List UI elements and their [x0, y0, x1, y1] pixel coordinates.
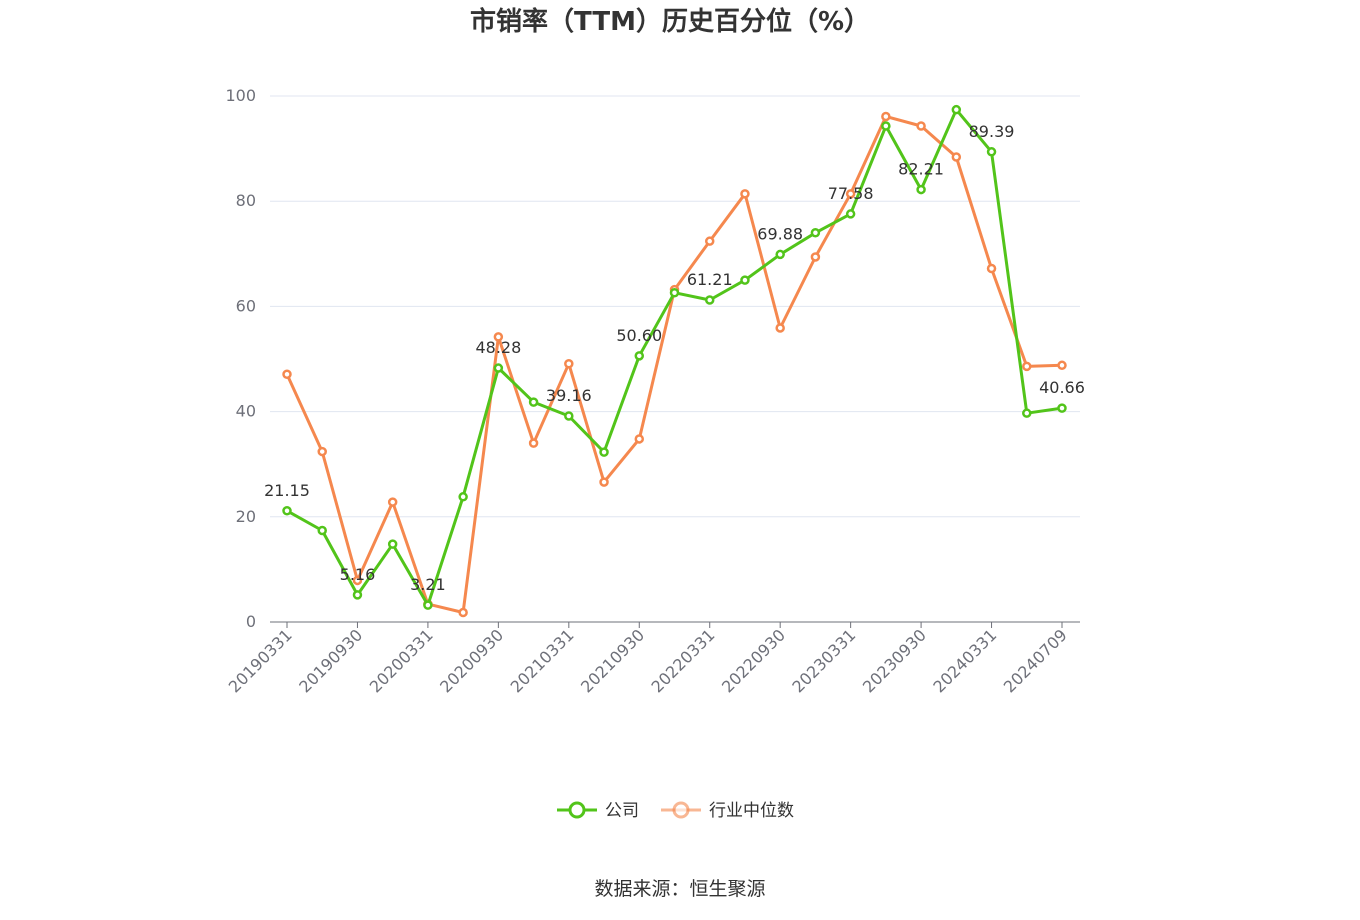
data-point: [423, 600, 433, 610]
x-tick-label: 20230930: [859, 625, 930, 696]
x-tick-label: 20190331: [225, 625, 296, 696]
series-company: [282, 104, 1067, 610]
series-industry: [282, 111, 1067, 618]
data-point: [458, 607, 468, 618]
data-point: [282, 506, 292, 516]
data-label: 39.16: [546, 386, 592, 405]
data-point: [564, 411, 574, 421]
data-point: [704, 236, 715, 246]
y-tick-label: 40: [236, 402, 256, 421]
data-point: [387, 539, 398, 549]
data-point: [951, 152, 962, 162]
data-point: [493, 363, 504, 373]
data-point: [740, 189, 750, 199]
data-point: [317, 525, 327, 536]
x-tick-label: 20240709: [1000, 625, 1071, 696]
data-label: 21.15: [264, 481, 310, 500]
data-point: [387, 497, 398, 507]
data-label: 50.60: [616, 326, 662, 345]
x-tick-label: 20230331: [788, 625, 859, 696]
legend-company-marker: [568, 801, 586, 819]
data-point: [951, 104, 962, 115]
data-point: [458, 492, 468, 502]
data-point: [282, 369, 292, 380]
series-line: [285, 115, 1063, 614]
data-point: [528, 438, 539, 448]
data-point: [916, 184, 926, 195]
x-tick-label: 20190930: [295, 625, 366, 696]
data-point: [1057, 360, 1067, 371]
data-label: 82.21: [898, 160, 944, 179]
data-point: [775, 323, 785, 333]
data-point: [634, 351, 645, 361]
legend-company-label: 公司: [605, 801, 639, 821]
data-source: 数据来源：恒生聚源: [594, 878, 765, 900]
data-point: [634, 434, 645, 444]
data-label: 5.16: [340, 565, 376, 584]
data-point: [564, 358, 574, 369]
data-labels: 21.15 5.16 3.21 48.28 39.16 50.60 61.21 69.88 77…: [264, 122, 1085, 594]
y-tick-label: 60: [236, 296, 256, 315]
data-point: [599, 447, 609, 457]
y-tick-label: 20: [236, 507, 256, 526]
legend-industry-marker: [672, 801, 690, 819]
data-label: 48.28: [475, 338, 521, 357]
data-point: [704, 295, 715, 305]
data-point: [352, 590, 363, 600]
legend-item-company[interactable]: 公司: [557, 801, 639, 821]
y-tick-label: 0: [246, 612, 256, 631]
legend-item-industry[interactable]: 行业中位数: [661, 801, 794, 821]
data-point: [986, 263, 997, 274]
x-tick-label: 20210930: [577, 625, 648, 696]
data-point: [493, 332, 504, 342]
data-point: [1022, 408, 1032, 418]
data-label: 69.88: [757, 224, 803, 243]
data-point: [1022, 361, 1032, 372]
data-label: 3.21: [410, 575, 446, 594]
data-point: [775, 249, 785, 260]
legend-industry-label: 行业中位数: [709, 801, 794, 821]
data-point: [916, 121, 926, 131]
data-point: [528, 397, 539, 407]
x-tick-label: 20210331: [507, 625, 578, 696]
x-tick-label: 20240331: [929, 625, 1000, 696]
series-layer: [282, 104, 1067, 618]
data-label: 89.39: [969, 122, 1015, 141]
x-tick-label: 20200930: [436, 625, 507, 696]
data-point: [669, 287, 680, 298]
x-tick-label: 20220930: [718, 625, 789, 696]
chart-title: 市销率（TTM）历史百分位（%）: [470, 6, 870, 37]
data-label: 77.58: [828, 184, 874, 203]
legend: 公司 行业中位数: [557, 801, 794, 821]
data-point: [599, 477, 609, 487]
grid: [270, 95, 1080, 518]
x-tick-label: 20200331: [366, 625, 437, 696]
data-point: [986, 147, 997, 157]
data-point: [1057, 403, 1067, 413]
data-point: [352, 575, 363, 586]
y-tick-label: 80: [236, 191, 256, 210]
data-point: [740, 275, 750, 285]
data-point: [881, 121, 891, 131]
data-label: 61.21: [687, 270, 733, 289]
data-point: [810, 252, 821, 262]
data-label: 40.66: [1039, 378, 1085, 397]
data-point: [317, 446, 327, 457]
y-tick-label: 100: [225, 86, 256, 105]
x-tick-label: 20220331: [648, 625, 719, 696]
data-point: [810, 228, 821, 238]
data-point: [845, 209, 856, 219]
data-point: [845, 189, 856, 199]
axes: 0 20 40 60 80 100 20190331 20190930 20200331 2020…: [225, 86, 1080, 696]
data-point: [881, 111, 891, 122]
